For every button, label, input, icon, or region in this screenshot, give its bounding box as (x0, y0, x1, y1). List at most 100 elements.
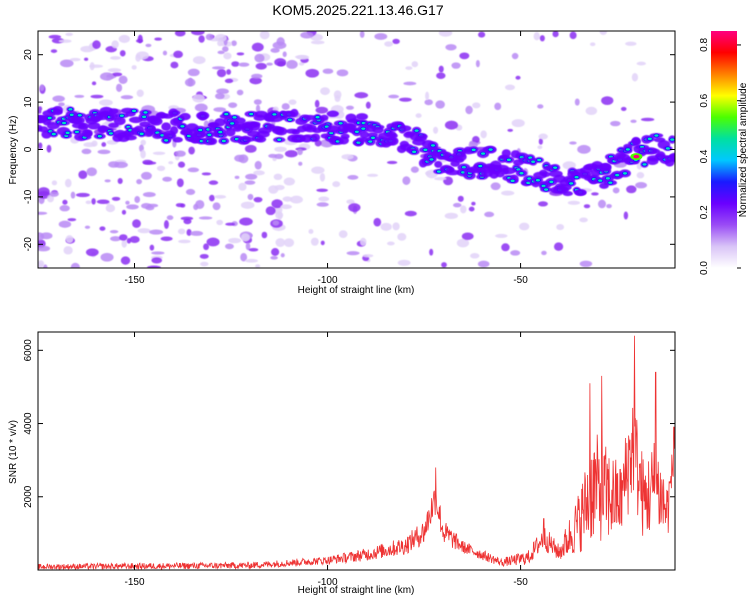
spectrogram-cell (461, 171, 466, 174)
spectrogram-cell (665, 147, 670, 150)
spectrogram-cell (608, 181, 613, 184)
spectrogram-cell (365, 101, 371, 109)
spectrogram-cell (226, 69, 232, 75)
spectrogram-cell (468, 206, 475, 212)
spectrogram-cell (429, 158, 434, 161)
spectrogram-cell (245, 258, 259, 263)
colorbar: 0.0 0.2 0.4 0.6 0.8 Normalized spectral ampl… (699, 31, 749, 275)
spectrogram-cell (411, 61, 419, 68)
spectrogram-cell (152, 151, 166, 155)
spectrogram-cell (622, 172, 627, 175)
spectrogram-cell (62, 199, 68, 205)
spectrogram-cell (425, 91, 430, 101)
x-tick-label: -100 (318, 577, 338, 588)
spectrogram-cell (225, 222, 236, 226)
spectrogram-cell (49, 191, 59, 197)
spectrogram-cell (126, 204, 139, 210)
spectrogram-cell (255, 135, 267, 143)
spectrogram-cell (403, 81, 417, 86)
colorbar-tick-label: 0.2 (699, 205, 710, 219)
spectrogram-cell (125, 200, 130, 205)
spectrogram-cell (273, 173, 283, 181)
spectrogram-cell (91, 81, 97, 86)
spectrogram-cell (107, 68, 122, 73)
spectrogram-cell (338, 230, 348, 239)
snr-xlabel: Height of straight line (km) (298, 585, 415, 596)
spectrogram-cell (67, 218, 77, 222)
spectrogram-cell (275, 238, 286, 247)
spectrogram-cell (212, 66, 226, 70)
spectrogram-cell (569, 182, 574, 185)
chart-title: KOM5.2025.221.13.46.G17 (272, 2, 443, 18)
spectrogram-cell (99, 99, 113, 106)
spectrogram-cell (506, 158, 511, 162)
spectrogram-cell (320, 114, 329, 121)
spectrogram-cell (65, 235, 74, 244)
spectrogram-cell (141, 171, 152, 180)
spectrogram-cell (434, 160, 443, 168)
y-tick-label: 10 (23, 96, 34, 108)
spectrogram-cell (452, 202, 462, 208)
spectrogram-cell (556, 224, 565, 231)
spectrogram-cell (275, 211, 284, 219)
spectrogram-cell (298, 62, 305, 66)
spectrogram-cell (444, 120, 458, 130)
spectrogram-cell (151, 257, 163, 264)
spectrogram-cell (457, 195, 464, 202)
x-tick-label: -100 (318, 275, 338, 286)
spectrogram-cell (623, 211, 629, 220)
colorbar-tick-label: 0.0 (699, 261, 710, 275)
spectrogram-cell (294, 55, 308, 59)
spectrogram-cell (356, 141, 361, 144)
spectrogram-cell (46, 144, 52, 153)
spectrogram-cell (610, 120, 621, 127)
spectrogram-cell (335, 140, 340, 143)
spectrogram-cell (216, 68, 227, 78)
spectrogram-cell (322, 68, 334, 74)
spectrogram-cell (168, 108, 179, 118)
spectrogram-cell (342, 123, 356, 130)
spectrogram-cell (392, 38, 400, 45)
spectrogram-cell (399, 97, 412, 102)
spectrogram-cell (380, 222, 392, 231)
spectrogram-cell (86, 167, 97, 177)
x-tick-label: -150 (125, 275, 145, 286)
spectrogram-cell (170, 61, 179, 69)
spectrogram-marks (38, 31, 675, 268)
spectrogram-cell (84, 225, 91, 229)
spectrogram-cell (142, 115, 147, 119)
spectrogram-cell (70, 262, 80, 268)
spectrogram-cell (654, 134, 659, 137)
spectrogram-cell (147, 265, 161, 268)
spectrogram-cell (141, 203, 152, 209)
spectrogram-cell (280, 253, 285, 258)
y-tick-label: 4000 (23, 412, 34, 435)
spectrogram-cell (194, 103, 208, 112)
spectrogram-cell (605, 177, 610, 180)
spectrogram-cell (203, 120, 209, 129)
spectrogram-cell (274, 58, 287, 67)
spectrogram-cell (231, 61, 240, 67)
spectrogram-cell (544, 188, 549, 191)
spectrogram-cell (121, 209, 127, 215)
spectrogram-cell (311, 166, 325, 174)
spectrogram-cell (275, 127, 288, 136)
spectrogram-cell (70, 191, 76, 199)
spectrogram-cell (315, 106, 329, 114)
spectrogram-cell (274, 146, 287, 152)
spectrogram-cell (236, 52, 245, 56)
spectrogram-cell (289, 195, 303, 204)
spectrogram-cell (207, 137, 218, 145)
spectrogram-cell (259, 31, 270, 40)
spectrogram-cell (537, 145, 543, 150)
spectrogram-cell (199, 253, 209, 259)
spectrogram-cell (97, 149, 111, 155)
colorbar-label: Normalized spectral amplitude (738, 82, 749, 217)
spectrogram-cell (553, 166, 558, 169)
spectrogram-ylabel: Frequency (Hz) (8, 116, 19, 185)
spectrogram-cell (626, 185, 637, 194)
spectrogram-cell (507, 128, 513, 132)
spectrogram-cell (478, 31, 486, 38)
spectrogram-cell (490, 182, 501, 191)
snr-ticks: -150 -100 -50 2000 4000 6000 (23, 332, 675, 588)
